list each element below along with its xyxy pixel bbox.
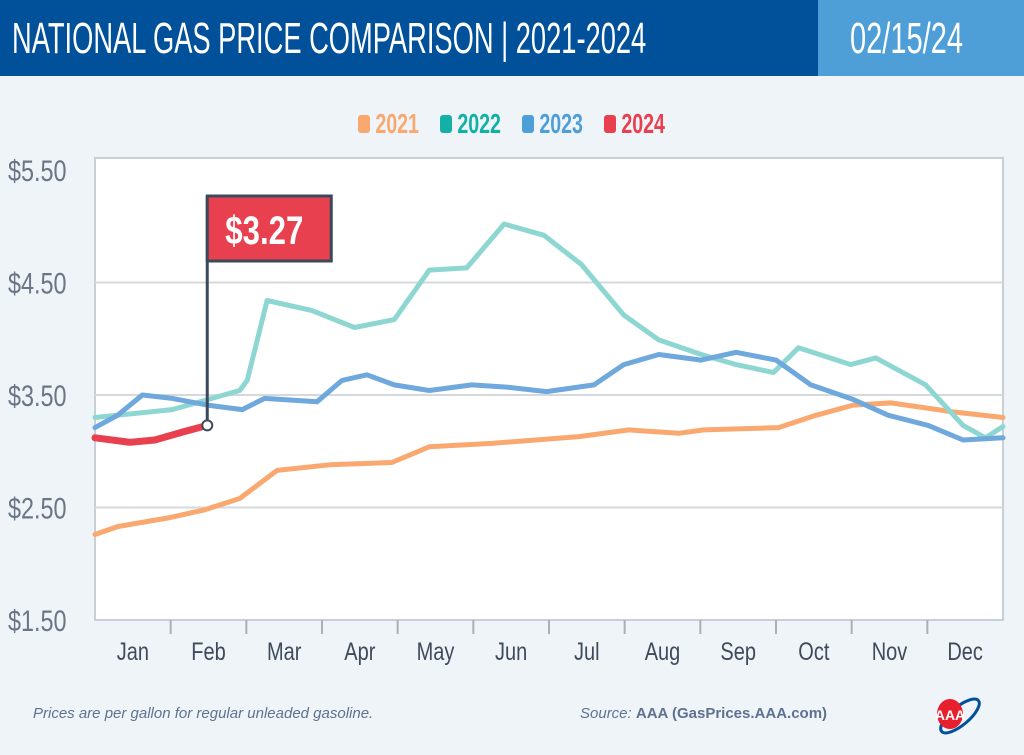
legend-swatch xyxy=(521,115,534,133)
source-value: AAA (GasPrices.AAA.com) xyxy=(635,705,828,722)
annotation-flag xyxy=(205,194,333,263)
y-tick-label: $5.50 xyxy=(8,154,67,187)
series-line-2021 xyxy=(92,400,1006,537)
footnote: Prices are per gallon for regular unlead… xyxy=(33,705,374,722)
header-bar xyxy=(0,0,818,76)
annotation-point xyxy=(201,419,214,432)
source: Source: AAA (GasPrices.AAA.com) xyxy=(580,705,827,722)
legend: 2021 2022 2023 2024 xyxy=(0,108,1024,140)
x-tick-label: Feb xyxy=(191,638,225,666)
series-line-2022 xyxy=(92,221,1006,441)
legend-swatch xyxy=(603,115,616,133)
source-label: Source: xyxy=(580,705,632,722)
annotation-label: $3.27 xyxy=(225,208,303,253)
y-tick-label: $2.50 xyxy=(8,492,67,525)
date-box xyxy=(818,0,1024,76)
x-tick-label: Jan xyxy=(117,638,149,666)
y-tick-label: $4.50 xyxy=(8,267,67,300)
x-tick-label: Oct xyxy=(798,638,830,666)
y-tick-label: $1.50 xyxy=(8,604,67,637)
legend-item-2023: 2023 xyxy=(521,108,584,140)
legend-label: 2023 xyxy=(539,108,583,139)
y-tick-label: $3.50 xyxy=(8,379,67,412)
x-tick-label: Mar xyxy=(267,638,302,666)
legend-swatch xyxy=(357,115,370,133)
legend-item-2024: 2024 xyxy=(603,108,666,140)
legend-item-2022: 2022 xyxy=(439,108,502,140)
svg-text:AAA: AAA xyxy=(935,707,965,723)
aaa-logo: AAA xyxy=(935,697,981,735)
legend-label: 2022 xyxy=(457,108,501,139)
legend-label: 2024 xyxy=(621,108,665,139)
x-tick-label: Nov xyxy=(872,638,908,666)
x-tick-label: Jun xyxy=(495,638,527,666)
legend-label: 2021 xyxy=(375,108,419,139)
x-tick-label: Apr xyxy=(344,638,376,666)
series-line-2023 xyxy=(92,349,1006,443)
x-tick-label: Sep xyxy=(720,638,756,666)
price-chart: $5.50 $4.50 $3.50 $2.50 $1.50 Jan Feb Mar Apr May… xyxy=(8,154,1006,666)
legend-item-2021: 2021 xyxy=(357,108,420,140)
series-line-2024 xyxy=(91,421,211,446)
report-date: 02/15/24 xyxy=(850,14,964,63)
x-tick-label: May xyxy=(417,638,455,666)
legend-swatch xyxy=(439,115,452,133)
page-title: NATIONAL GAS PRICE COMPARISON | 2021-202… xyxy=(12,14,647,63)
x-tick-label: Aug xyxy=(645,638,681,666)
x-tick-label: Jul xyxy=(574,638,600,666)
x-tick-label: Dec xyxy=(947,638,983,666)
